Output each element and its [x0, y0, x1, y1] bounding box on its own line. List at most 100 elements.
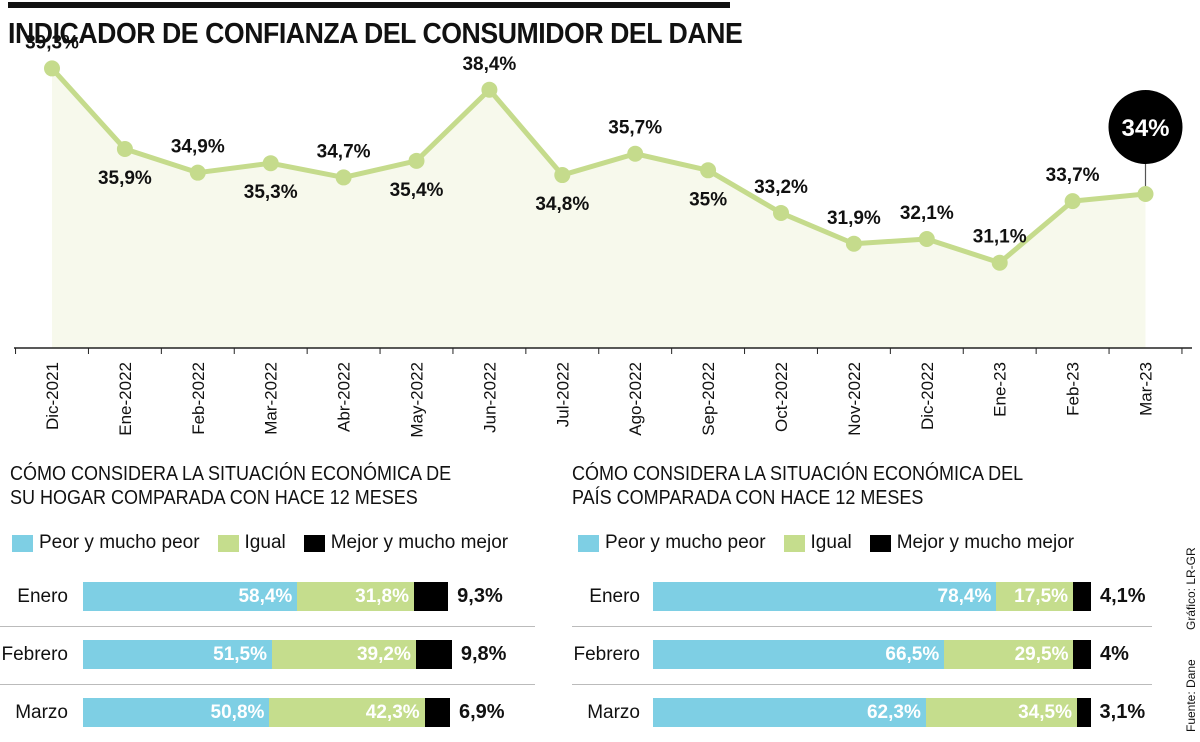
- data-point: [408, 152, 425, 169]
- data-label: 31,9%: [827, 208, 881, 229]
- main-title: INDICADOR DE CONFIANZA DEL CONSUMIDOR DE…: [8, 18, 743, 50]
- data-point: [991, 254, 1008, 271]
- legend-item-mejor: Mejor y mucho mejor: [869, 532, 1075, 554]
- data-point: [116, 140, 133, 157]
- bar-end-value: 9,8%: [460, 643, 507, 665]
- legend-label-peor: Peor y mucho peor: [39, 532, 200, 553]
- data-point: [44, 60, 60, 77]
- row-label: Marzo: [15, 702, 68, 723]
- row-label: Febrero: [1, 644, 68, 665]
- bar-end-value: 3,1%: [1099, 701, 1146, 723]
- data-point: [262, 155, 279, 172]
- data-point: [845, 235, 862, 252]
- legend-label-mejor: Mejor y mucho mejor: [896, 532, 1075, 553]
- data-point: [918, 231, 935, 248]
- bar-end-value: 6,9%: [459, 701, 505, 723]
- bar-row: Enero 58,4% 31,8% 9,3%: [0, 568, 535, 626]
- legend-item-peor: Peor y mucho peor: [12, 532, 200, 554]
- row-separator: [572, 684, 1152, 685]
- legend-swatch-igual: [217, 534, 239, 552]
- legend-swatch-igual: [783, 534, 805, 552]
- data-label: 34,8%: [535, 194, 589, 215]
- bar-row: Enero 78,4% 17,5% 4,1%: [572, 568, 1156, 626]
- data-label: 34,9%: [171, 137, 225, 158]
- data-point: [1064, 193, 1081, 210]
- bar-segment-peor: 58,4%: [83, 582, 298, 611]
- bar-segment-igual: 17,5%: [996, 582, 1074, 611]
- x-tick-label: Jul-2022: [553, 362, 572, 427]
- bar-row: Febrero 66,5% 29,5% 4%: [572, 626, 1156, 684]
- line-chart: 39,3% 35,9% 34,9% 35,3% 34,7% 35,4% 38,4% 34,8%…: [14, 32, 1192, 438]
- legend-item-peor: Peor y mucho peor: [578, 532, 766, 554]
- x-tick-label: Dic-2022: [918, 362, 937, 430]
- data-label: 32,1%: [900, 203, 954, 224]
- bar-segment-igual: 42,3%: [269, 698, 425, 727]
- x-tick-label: Abr-2022: [335, 362, 354, 432]
- legend-label-peor: Peor y mucho peor: [605, 532, 766, 553]
- pais-chart-title: CÓMO CONSIDERA LA SITUACIÓN ECONÓMICA DE…: [572, 463, 1024, 509]
- bar-segment-igual: 31,8%: [297, 582, 415, 611]
- x-tick-label: Ene-23: [991, 362, 1010, 417]
- row-separator: [572, 626, 1152, 627]
- bar-segment-igual: 34,5%: [925, 698, 1077, 727]
- data-label: 34,7%: [317, 141, 371, 162]
- bar-segment-peor: 50,8%: [83, 698, 270, 727]
- data-point: [554, 167, 571, 184]
- credit-graphic: Gráfico: LR-GR: [1184, 547, 1198, 630]
- x-tick-label: Nov-2022: [845, 362, 864, 436]
- data-label: 35,3%: [244, 182, 298, 203]
- legend-label-igual: Igual: [810, 532, 852, 553]
- hogar-stacked-bars: Enero 58,4% 31,8% 9,3% Febrero 51,5% 39,2% 9,8%…: [0, 568, 535, 742]
- data-label: 35,9%: [98, 168, 152, 189]
- data-point: [335, 169, 352, 186]
- legend-swatch-mejor: [303, 534, 325, 552]
- row-label: Marzo: [587, 702, 640, 723]
- hogar-chart-title: CÓMO CONSIDERA LA SITUACIÓN ECONÓMICA DE…: [10, 463, 452, 509]
- x-tick-label: Mar-2022: [262, 362, 281, 435]
- data-label: 39,3%: [25, 32, 79, 53]
- bar-segment-peor: 62,3%: [653, 698, 926, 727]
- data-label: 35,4%: [390, 180, 444, 201]
- row-label: Febrero: [573, 644, 640, 665]
- row-separator: [0, 626, 535, 627]
- bar-row: Febrero 51,5% 39,2% 9,8%: [0, 626, 535, 684]
- legend-swatch-mejor: [869, 534, 891, 552]
- data-label: 33,2%: [754, 177, 808, 198]
- legend-swatch-peor: [578, 534, 599, 552]
- bar-end-value: 4%: [1100, 643, 1129, 665]
- x-tick-label: Ago-2022: [626, 362, 645, 436]
- data-point: [773, 204, 789, 221]
- bar-end-value: 4,1%: [1100, 585, 1146, 607]
- bar-segment-mejor: [424, 698, 450, 727]
- legend-item-igual: Igual: [217, 532, 286, 554]
- bar-row: Marzo 50,8% 42,3% 6,9%: [0, 684, 535, 742]
- legend-swatch-peor: [12, 534, 33, 552]
- x-tick-label: Feb-2022: [189, 362, 208, 435]
- data-point: [481, 81, 498, 98]
- data-label: 38,4%: [462, 54, 516, 75]
- series-line: [50, 66, 1146, 266]
- bar-segment-mejor: [1076, 698, 1091, 727]
- bar-segment-mejor: [1073, 582, 1091, 611]
- data-point: [700, 162, 717, 179]
- credit-source: Fuente: Dane: [1184, 659, 1198, 732]
- pais-stacked-bars: Enero 78,4% 17,5% 4,1% Febrero 66,5% 29,5% 4% Ma…: [572, 568, 1156, 742]
- row-label: Enero: [17, 586, 68, 607]
- bar-segment-peor: 78,4%: [653, 582, 997, 611]
- x-tick-label: Jun-2022: [480, 362, 499, 433]
- data-point: [627, 145, 644, 162]
- data-label: 31,1%: [973, 227, 1027, 248]
- x-tick-label: May-2022: [408, 362, 427, 438]
- data-label: 33,7%: [1046, 165, 1100, 186]
- bar-segment-peor: 51,5%: [83, 640, 272, 669]
- data-label: 35,7%: [608, 118, 662, 139]
- legend-label-igual: Igual: [244, 532, 286, 553]
- bar-segment-igual: 29,5%: [944, 640, 1074, 669]
- bar-segment-peor: 66,5%: [653, 640, 945, 669]
- bar-end-value: 9,3%: [457, 585, 503, 607]
- legend-item-mejor: Mejor y mucho mejor: [303, 532, 508, 554]
- bar-row: Marzo 62,3% 34,5% 3,1%: [572, 684, 1156, 742]
- x-tick-label: Dic-2021: [43, 362, 62, 430]
- callout-value-label: 34%: [1121, 115, 1169, 142]
- row-label: Enero: [589, 586, 640, 607]
